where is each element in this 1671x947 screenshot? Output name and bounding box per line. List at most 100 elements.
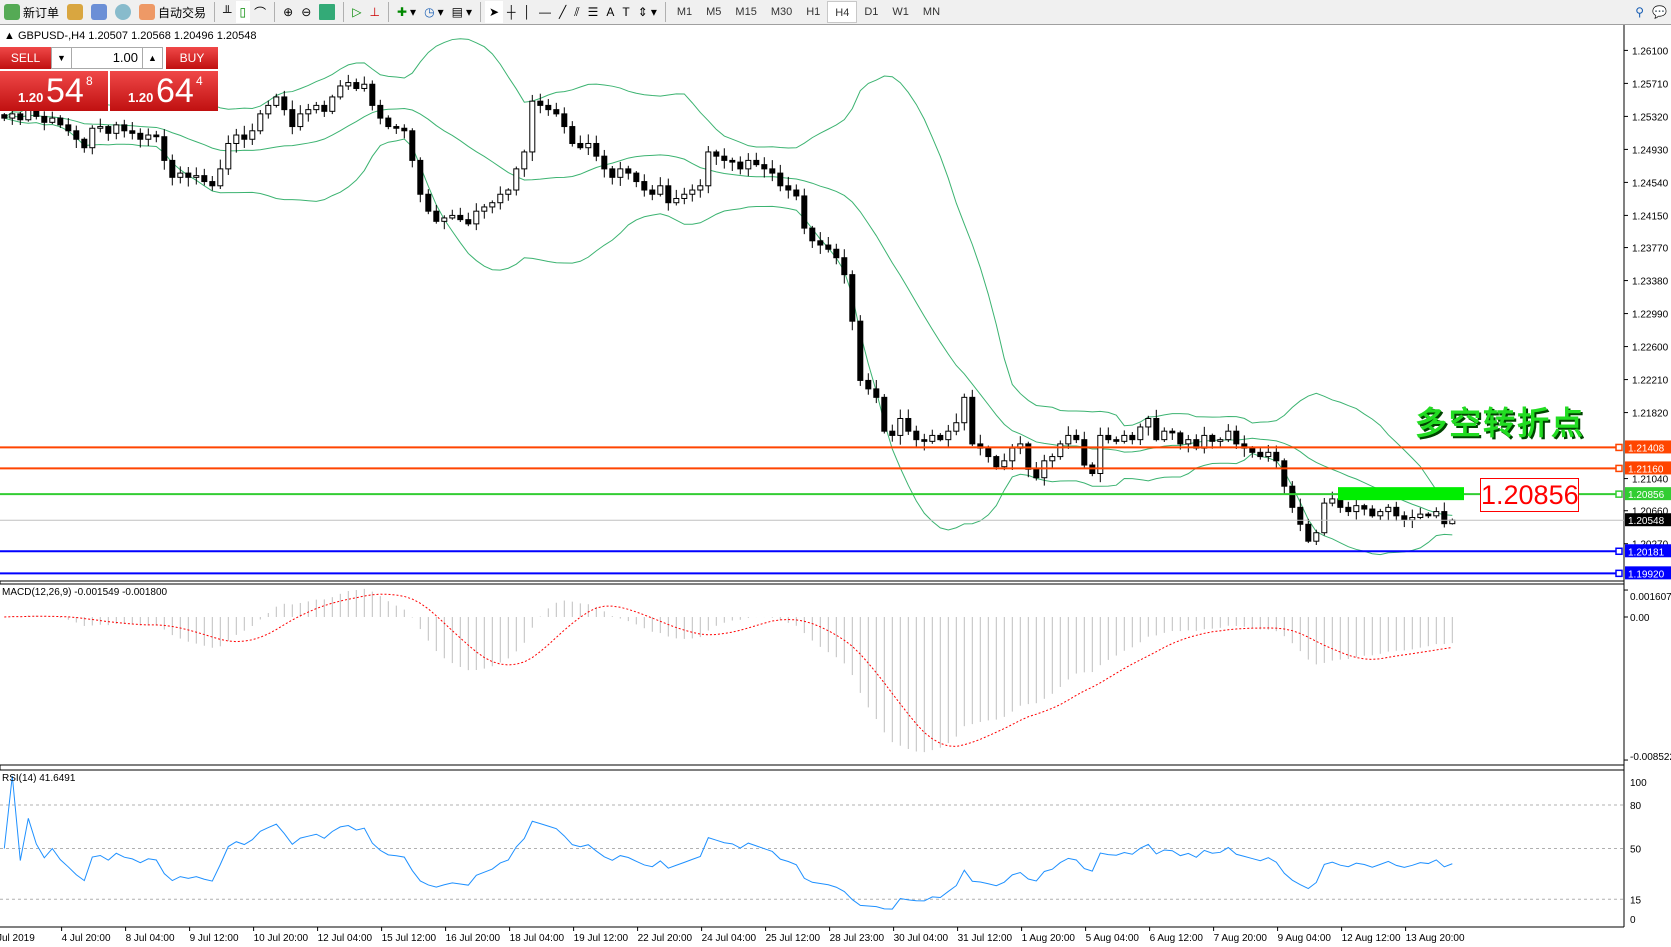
timeframe-w1[interactable]: W1 bbox=[892, 6, 909, 18]
bearish-candle bbox=[1361, 505, 1368, 510]
periods-button[interactable]: ◷ ▾ bbox=[420, 1, 448, 23]
bearish-candle bbox=[881, 396, 888, 432]
line-handle[interactable] bbox=[1615, 443, 1623, 452]
price-tick-label: 1.25320 bbox=[1632, 112, 1669, 123]
bullish-candle bbox=[449, 214, 456, 219]
zoom-out-button[interactable]: ⊖ bbox=[297, 1, 315, 23]
decrease-lots-button[interactable]: ▼ bbox=[52, 48, 72, 68]
bearish-candle bbox=[937, 434, 944, 441]
bearish-candle bbox=[985, 447, 992, 458]
terminal-button[interactable] bbox=[87, 1, 111, 23]
panel-separator[interactable] bbox=[0, 764, 1625, 771]
timeframe-m30[interactable]: M30 bbox=[770, 6, 793, 18]
timeframe-d1[interactable]: D1 bbox=[864, 6, 879, 18]
turning-point-label: 多空转折点 bbox=[1415, 404, 1586, 442]
increase-lots-button[interactable]: ▲ bbox=[142, 48, 162, 68]
text-label-button[interactable]: T bbox=[618, 1, 633, 23]
line-handle[interactable] bbox=[1615, 490, 1623, 498]
rsi-label: RSI(14) 41.6491 bbox=[2, 773, 76, 784]
bearish-candle bbox=[729, 159, 736, 163]
bullish-candle bbox=[233, 134, 240, 144]
bearish-candle bbox=[1369, 508, 1376, 517]
history-button[interactable] bbox=[63, 1, 87, 23]
search-button[interactable]: ⚲ bbox=[1631, 1, 1648, 23]
line-handle[interactable] bbox=[1615, 569, 1623, 578]
zoom-in-icon: ⊕ bbox=[283, 5, 294, 19]
auto-scroll-button[interactable]: ▷ bbox=[348, 1, 365, 23]
bearish-candle bbox=[905, 417, 912, 432]
buy-price[interactable]: 1.20 64 4 bbox=[110, 71, 218, 111]
search-icon: ⚲ bbox=[1635, 5, 1645, 19]
bearish-candle bbox=[433, 210, 440, 222]
trendline-button[interactable]: ╱ bbox=[555, 1, 570, 23]
lots-value[interactable]: 1.00 bbox=[112, 50, 138, 65]
collapse-icon[interactable]: ▲ bbox=[4, 30, 15, 42]
bearish-candle bbox=[601, 155, 608, 170]
bullish-candle bbox=[1057, 443, 1064, 458]
timeframe-h1[interactable]: H1 bbox=[806, 6, 821, 18]
timeframe-h4[interactable]: H4 bbox=[827, 1, 858, 23]
candle-chart-button[interactable]: ▯ bbox=[235, 1, 251, 23]
panel-separator[interactable] bbox=[0, 580, 1625, 585]
bullish-candle bbox=[297, 113, 304, 128]
time-tick-label: 31 Jul 12:00 bbox=[958, 933, 1013, 944]
bar-chart-button[interactable]: ╨ bbox=[219, 1, 236, 23]
text-button[interactable]: A bbox=[602, 1, 618, 23]
sell-button[interactable]: SELL bbox=[0, 47, 51, 69]
price-tick-label: 1.21040 bbox=[1632, 475, 1669, 486]
indicators-button[interactable]: ✚ ▾ bbox=[393, 1, 420, 23]
chart-shift-button[interactable]: ⊥ bbox=[366, 1, 384, 23]
bullish-candle bbox=[361, 83, 368, 89]
lots-field[interactable]: ▼ 1.00 ▲ bbox=[51, 47, 163, 69]
fibonacci-button[interactable]: ☰ bbox=[584, 1, 603, 23]
chart-area[interactable]: 1.26100 1.25710 1.25320 1.24930 1.24540 1.241… bbox=[0, 25, 1671, 947]
bearish-candle bbox=[1073, 434, 1080, 441]
line-chart-button[interactable]: ⌒ bbox=[250, 1, 270, 23]
line-handle[interactable] bbox=[1615, 547, 1623, 556]
bearish-candle bbox=[41, 115, 48, 123]
bullish-candle bbox=[1313, 532, 1320, 542]
line-handle[interactable] bbox=[1615, 464, 1623, 473]
bullish-candle bbox=[945, 430, 952, 441]
bullish-candle bbox=[489, 202, 496, 208]
timeframe-mn[interactable]: MN bbox=[922, 6, 941, 18]
bearish-candle bbox=[785, 185, 792, 191]
bearish-candle bbox=[1153, 417, 1160, 441]
buy-button[interactable]: BUY bbox=[166, 47, 218, 69]
channel-button[interactable]: ⫽ bbox=[570, 1, 583, 23]
pivot-zone-rectangle[interactable] bbox=[1338, 487, 1464, 501]
bullish-candle bbox=[745, 159, 752, 170]
macd-tick-label: 0.001607 bbox=[1630, 592, 1671, 603]
macd-label: MACD(12,26,9) -0.001549 -0.001800 bbox=[2, 587, 168, 598]
time-tick-label: 5 Aug 04:00 bbox=[1086, 933, 1140, 944]
signals-button[interactable] bbox=[111, 1, 135, 23]
cursor-button[interactable]: ➤ bbox=[484, 1, 504, 23]
templates-button[interactable]: ▤ ▾ bbox=[448, 1, 476, 23]
price-tick-label: 1.20660 bbox=[1632, 507, 1669, 518]
bullish-candle bbox=[617, 168, 624, 178]
tile-windows-button[interactable] bbox=[315, 1, 339, 23]
bearish-candle bbox=[649, 189, 656, 195]
rsi-line bbox=[3, 775, 1453, 910]
timeframe-m5[interactable]: M5 bbox=[706, 6, 722, 18]
crosshair-button[interactable]: ┼ bbox=[503, 1, 520, 23]
chat-button[interactable]: 💬 bbox=[1648, 1, 1671, 23]
bearish-candle bbox=[1129, 434, 1136, 441]
sell-price[interactable]: 1.20 54 8 bbox=[0, 71, 108, 111]
auto-trading-button[interactable]: 自动交易 bbox=[135, 1, 210, 23]
horizontal-line-button[interactable]: — bbox=[535, 1, 555, 23]
vertical-line-button[interactable]: │ bbox=[520, 1, 536, 23]
bollinger-lower-band bbox=[4, 117, 1453, 556]
bearish-candle bbox=[913, 430, 920, 441]
bullish-candle bbox=[1009, 447, 1016, 462]
bullish-candle bbox=[1049, 456, 1056, 462]
timeframe-m15[interactable]: M15 bbox=[735, 6, 757, 18]
arrows-button[interactable]: ⇕ ▾ bbox=[634, 1, 661, 23]
rsi-tick-label: 0 bbox=[1630, 915, 1636, 926]
bearish-candle bbox=[377, 104, 384, 119]
timeframe-m1[interactable]: M1 bbox=[676, 6, 693, 18]
bearish-candle bbox=[801, 195, 808, 229]
bearish-candle bbox=[129, 130, 136, 134]
new-order-button[interactable]: 新订单 bbox=[0, 1, 63, 23]
zoom-in-button[interactable]: ⊕ bbox=[279, 1, 297, 23]
